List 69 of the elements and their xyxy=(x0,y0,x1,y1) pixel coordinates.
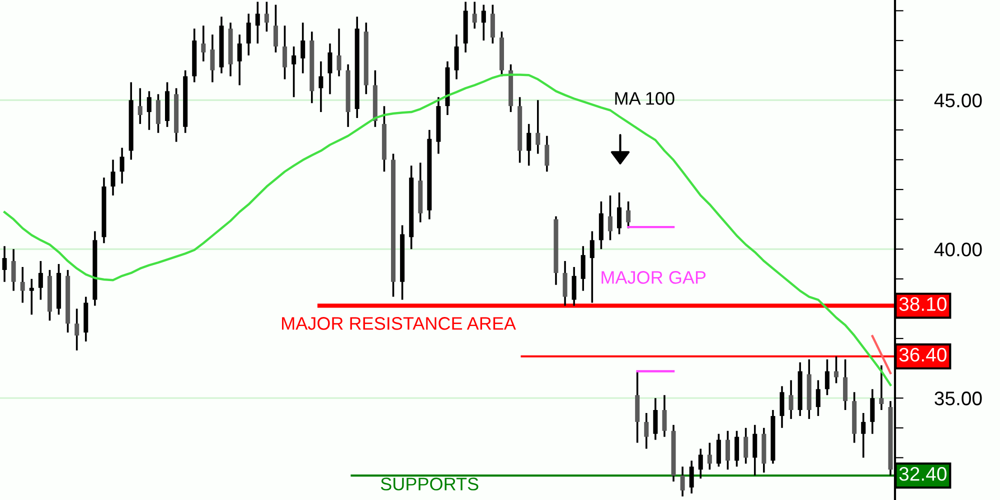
candlestick xyxy=(292,46,296,98)
candlestick xyxy=(662,394,667,438)
candlestick xyxy=(210,34,215,84)
candlestick xyxy=(590,230,594,304)
candlestick xyxy=(707,442,712,471)
candlestick xyxy=(572,266,576,307)
candlestick xyxy=(834,355,838,384)
candlestick xyxy=(870,388,875,435)
candlestick xyxy=(146,90,152,131)
candlestick xyxy=(544,134,550,173)
candlestick xyxy=(481,4,486,42)
candlestick xyxy=(264,0,269,32)
candlestick xyxy=(680,466,685,498)
candlestick xyxy=(318,60,324,113)
ref-line-label: 36.40 xyxy=(899,348,946,362)
candlestick xyxy=(752,424,758,476)
candlestick xyxy=(824,358,830,396)
annotation: MA 100 xyxy=(615,92,674,105)
candlestick xyxy=(246,12,251,56)
candlestick xyxy=(328,42,332,96)
ref-line-label: 32.40 xyxy=(899,467,946,481)
candlestick xyxy=(255,0,260,44)
candlestick xyxy=(20,266,25,304)
line-series xyxy=(3,74,892,386)
candlestick xyxy=(689,460,694,494)
candlestick xyxy=(201,24,206,62)
annotation: MAJOR RESISTANCE AREA xyxy=(282,317,516,330)
candlestick xyxy=(644,412,649,450)
y-tick-label: 35.00 xyxy=(934,392,982,406)
annotation: MAJOR GAP xyxy=(602,271,706,284)
candlestick xyxy=(744,426,748,465)
candlestick xyxy=(788,379,794,420)
candlestick xyxy=(11,248,16,292)
candlestick xyxy=(580,245,586,292)
candlestick xyxy=(237,34,242,86)
candlestick xyxy=(300,22,306,74)
candlestick xyxy=(472,0,477,30)
candlestick xyxy=(816,379,820,417)
candlestick xyxy=(879,364,884,411)
candlestick xyxy=(526,123,532,167)
candlestick xyxy=(653,397,658,441)
candlestick xyxy=(734,430,740,468)
candlestick xyxy=(282,24,288,80)
candlestick xyxy=(562,260,568,307)
candlestick xyxy=(110,158,116,196)
candlestick xyxy=(608,194,612,242)
candlestick xyxy=(698,448,703,480)
candlestick xyxy=(38,260,43,301)
candlestick xyxy=(454,34,459,80)
candlestick xyxy=(716,432,721,468)
candlestick xyxy=(138,87,142,125)
candlestick xyxy=(843,358,848,411)
y-tick-label: 45.00 xyxy=(934,94,982,108)
candlestick xyxy=(273,4,278,54)
candlestick xyxy=(490,4,495,44)
candlestick xyxy=(156,93,160,134)
y-tick-label: 40.00 xyxy=(934,242,982,256)
annotation: SUPPORTS xyxy=(380,478,478,490)
ref-line-label: 38.10 xyxy=(899,297,946,311)
candlestick xyxy=(725,430,730,471)
candlestick xyxy=(120,146,124,184)
candlestick xyxy=(336,28,342,78)
candlestick xyxy=(536,99,540,155)
candlestick xyxy=(2,245,7,283)
candlestick xyxy=(74,308,80,352)
candlestick xyxy=(29,278,34,316)
candlestick xyxy=(780,385,784,429)
candlestick xyxy=(617,192,622,236)
candlestick xyxy=(861,412,866,459)
